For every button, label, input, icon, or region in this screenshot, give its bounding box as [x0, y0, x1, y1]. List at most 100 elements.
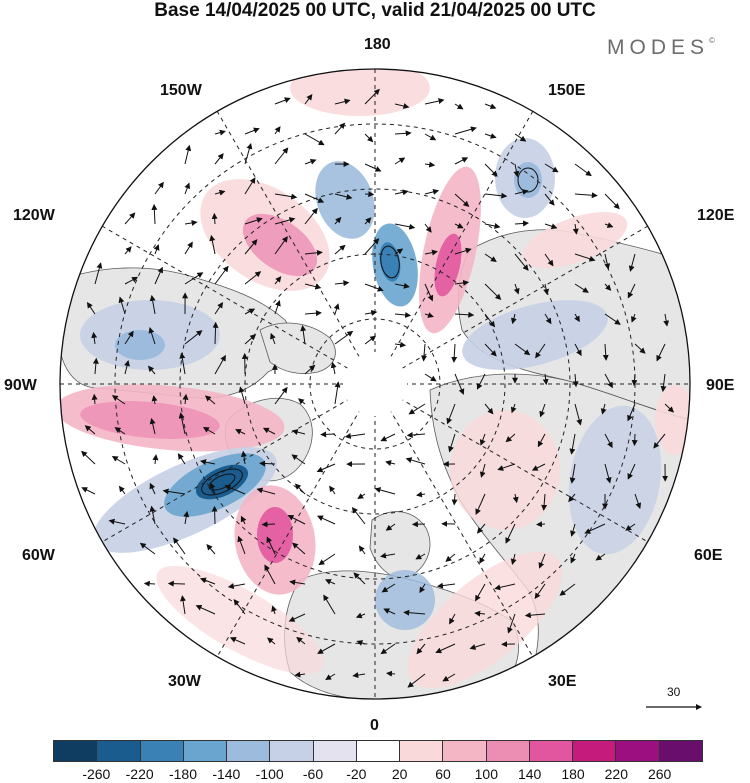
- anomaly-neg-e: [462, 300, 608, 370]
- colorbar-tick-label: -20: [346, 766, 367, 782]
- wind-vector-arrow: [209, 234, 216, 255]
- colorbar-tick-label: -60: [302, 766, 324, 782]
- wind-vector-arrow: [454, 247, 472, 255]
- wind-vector-arrow: [124, 246, 132, 255]
- wind-vector-arrow: [333, 303, 340, 315]
- wind-vector-arrow: [627, 463, 636, 480]
- wind-vector-arrow: [513, 283, 520, 295]
- wind-vector-arrow: [484, 313, 496, 328]
- wind-vector-arrow: [631, 373, 638, 386]
- wind-vector-arrow: [574, 253, 596, 262]
- wind-vector-arrow: [424, 98, 445, 105]
- wind-vector-arrow: [320, 431, 336, 438]
- lon-label-150w: 150W: [160, 82, 202, 99]
- colorbar-swatch: [486, 741, 530, 761]
- wind-vector-arrow: [237, 535, 246, 555]
- pole-cap: [343, 352, 407, 416]
- wind-vector-arrow: [484, 253, 497, 262]
- wind-vector-arrow: [415, 553, 426, 560]
- wind-vector-arrow: [224, 484, 246, 495]
- wind-vector-arrow: [484, 133, 497, 139]
- anomaly-pos-sw-low: [156, 565, 324, 675]
- wind-vector-arrow: [183, 510, 190, 525]
- wind-vector-arrow: [403, 609, 426, 616]
- anomaly-pos-nw-core: [242, 213, 318, 277]
- wind-vector-arrow: [184, 272, 204, 285]
- wind-vector-arrow: [274, 217, 296, 225]
- colorbar-tick-label: 220: [604, 766, 629, 782]
- wind-vector-arrow: [380, 433, 396, 442]
- wind-vector-arrow: [570, 553, 576, 564]
- wind-vector-arrow: [475, 493, 486, 516]
- colorbar-swatch: [54, 741, 98, 761]
- wind-vector-arrow: [570, 523, 576, 537]
- wind-vector-arrow: [380, 643, 396, 655]
- wind-vector-arrow: [454, 193, 470, 207]
- wind-vector-arrow: [364, 335, 377, 345]
- lon-label-120e: 120E: [697, 207, 735, 224]
- wind-vector-arrow: [385, 523, 396, 531]
- wind-vector-arrow: [200, 459, 216, 466]
- wind-vector-arrow: [316, 463, 336, 473]
- wind-vector-arrow: [656, 343, 666, 362]
- wind-vector-arrow: [510, 313, 517, 325]
- wind-vector-arrow: [394, 189, 409, 196]
- wind-vector-arrow: [630, 313, 637, 323]
- wind-vector-arrow: [352, 672, 366, 679]
- anomaly-pos-sw-core: [257, 507, 293, 563]
- wind-vector-arrow: [317, 643, 336, 654]
- wind-vectors: [81, 88, 675, 688]
- wind-vector-arrow: [316, 515, 336, 525]
- wind-vector-arrow: [394, 341, 407, 348]
- wind-vector-arrow: [424, 188, 440, 195]
- colorbar-swatch: [356, 741, 401, 761]
- wind-vector-arrow: [407, 673, 426, 688]
- wind-vector-arrow: [323, 594, 336, 615]
- wind-vector-arrow: [214, 301, 224, 315]
- wind-vector-arrow: [151, 395, 158, 405]
- lon-label-90e: 90E: [706, 377, 735, 394]
- polar-map: [59, 68, 702, 710]
- wind-vector-arrow: [238, 386, 246, 405]
- wind-vector-arrow: [330, 361, 337, 375]
- wind-vector-arrow: [266, 536, 276, 555]
- colorbar-swatch: [529, 741, 574, 761]
- wind-vector-arrow: [256, 487, 276, 495]
- wind-vector-arrow: [267, 637, 276, 645]
- wind-vector-arrow: [454, 311, 475, 318]
- wind-vector-arrow: [271, 605, 277, 615]
- wind-vector-arrow: [81, 450, 96, 465]
- colorbar-swatch: [183, 741, 228, 761]
- wind-vector-arrow: [451, 343, 458, 363]
- wind-vector-arrow: [364, 283, 384, 292]
- wind-vector-arrow: [86, 301, 96, 315]
- wind-vector-arrow: [179, 352, 186, 375]
- wind-vector-arrow: [568, 493, 576, 503]
- wind-vector-arrow: [574, 313, 580, 323]
- wind-vector-arrow: [244, 217, 263, 225]
- brand-logo: MODES©: [607, 36, 715, 60]
- wind-vector-arrow: [318, 553, 336, 566]
- wind-vector-arrow: [148, 327, 156, 345]
- wind-vector-arrow: [497, 463, 516, 471]
- wind-vector-arrow: [604, 313, 621, 325]
- wind-vector-arrow: [304, 133, 325, 146]
- wind-vector-arrow: [149, 505, 156, 525]
- wind-vector-arrow: [108, 518, 126, 525]
- colorbar-tick-label: -220: [125, 766, 154, 782]
- wind-vector-arrow: [531, 463, 546, 471]
- wind-vector-arrow: [544, 163, 559, 173]
- anomaly-neg-n-center: [379, 242, 401, 282]
- wind-vector-arrow: [334, 330, 354, 345]
- wind-vector-arrow: [514, 253, 529, 271]
- wind-vector-arrow: [574, 163, 592, 177]
- wind-vector-arrow: [663, 313, 670, 327]
- wind-vector-arrow: [424, 312, 434, 318]
- wind-vector-arrow: [274, 147, 289, 165]
- wind-vector-arrow: [244, 239, 258, 255]
- wind-vector-arrow: [153, 244, 160, 255]
- colorbar-swatch: [313, 741, 357, 761]
- wind-vector-arrow: [424, 223, 432, 233]
- wind-vector-arrow: [152, 454, 159, 465]
- wind-vector-arrow: [182, 393, 189, 405]
